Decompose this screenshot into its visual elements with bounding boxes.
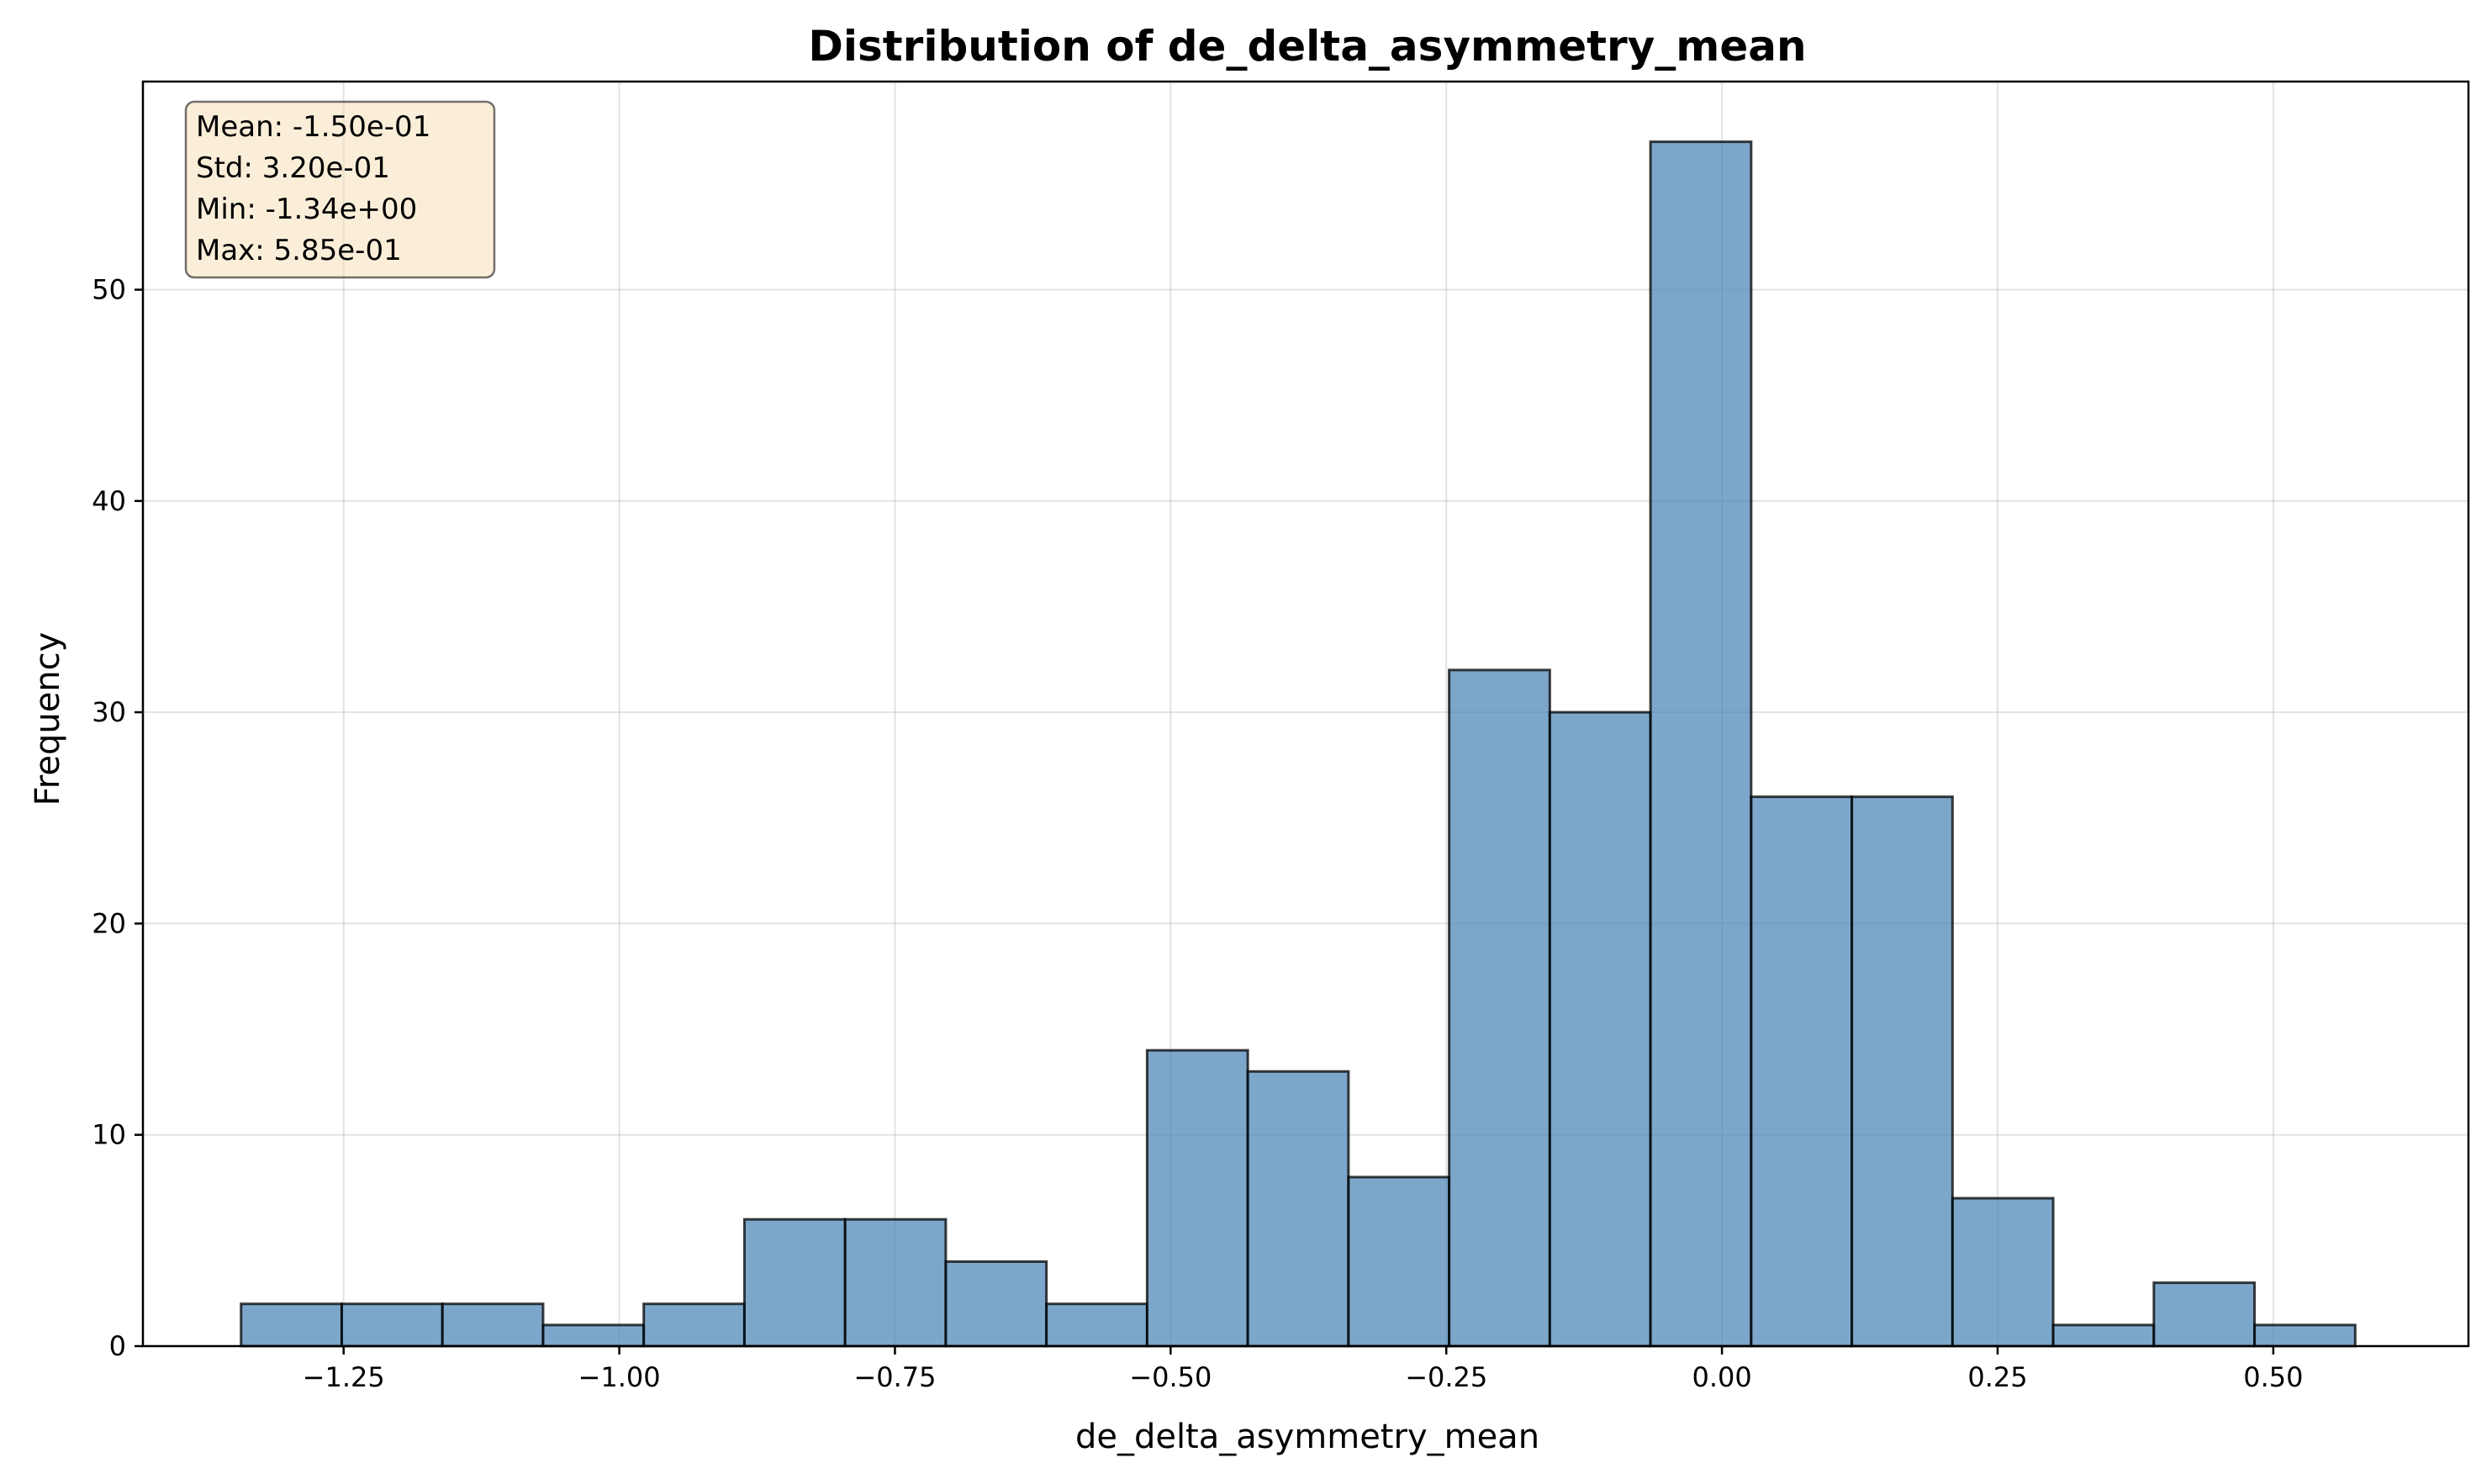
y-tick-label: 30 <box>92 696 126 728</box>
stats-max: Max: 5.85e-01 <box>196 234 402 267</box>
histogram-bar <box>1649 140 1753 1348</box>
histogram-bar <box>1548 710 1652 1348</box>
histogram-bar <box>2152 1281 2257 1348</box>
histogram-bars <box>240 140 2357 1348</box>
stats-mean: Mean: -1.50e-01 <box>196 110 430 144</box>
x-axis-title: de_delta_asymmetry_mean <box>1075 1418 1539 1456</box>
x-tick-label: −0.75 <box>853 1361 936 1393</box>
histogram-bar <box>541 1323 646 1348</box>
stats-std: Std: 3.20e-01 <box>196 151 390 185</box>
histogram-bar <box>340 1302 444 1348</box>
histogram-bar <box>2051 1323 2156 1348</box>
y-tick-label: 50 <box>92 274 126 306</box>
x-tick-label: −0.25 <box>1405 1361 1487 1393</box>
y-tick-label: 0 <box>109 1330 126 1362</box>
y-axis-title: Frequency <box>29 632 67 806</box>
x-tick-label: 0.50 <box>2243 1361 2303 1393</box>
histogram-bar <box>2253 1323 2357 1348</box>
histogram-bar <box>944 1260 1048 1348</box>
histogram-bar <box>1951 1196 2055 1348</box>
chart-title: Distribution of de_delta_asymmetry_mean <box>808 22 1806 71</box>
histogram-bar <box>843 1217 948 1348</box>
plot-frame <box>141 80 2470 1348</box>
histogram-bar <box>1851 795 1954 1348</box>
stats-box-background <box>184 100 496 279</box>
x-tick-label: −0.50 <box>1129 1361 1212 1393</box>
x-tick-label: −1.00 <box>578 1361 661 1393</box>
histogram-bar <box>441 1302 545 1348</box>
stats-min: Min: -1.34e+00 <box>196 193 417 226</box>
x-tick-label: −1.25 <box>303 1361 385 1393</box>
y-tick-label: 20 <box>92 907 126 939</box>
histogram-bar <box>240 1302 343 1348</box>
stats-box: Mean: -1.50e-01 Std: 3.20e-01 Min: -1.34… <box>184 100 496 279</box>
histogram-bar <box>1448 668 1551 1348</box>
histogram-bar <box>642 1302 746 1348</box>
histogram-bar <box>1347 1175 1451 1348</box>
histogram-bar <box>1750 795 1854 1348</box>
y-tick-label: 10 <box>92 1119 126 1151</box>
histogram-bar <box>1145 1048 1249 1348</box>
histogram-bar <box>1246 1069 1350 1348</box>
y-tick-label: 40 <box>92 485 126 517</box>
x-tick-label: 0.25 <box>1967 1361 2027 1393</box>
x-tick-label: 0.00 <box>1692 1361 1751 1393</box>
axis-ticks: −1.25 −1.00 −0.75 −0.50 −0.25 0.00 0.25 0.50 0 10… <box>92 274 2303 1393</box>
histogram-bar <box>742 1217 847 1348</box>
histogram-bar <box>1045 1302 1148 1348</box>
